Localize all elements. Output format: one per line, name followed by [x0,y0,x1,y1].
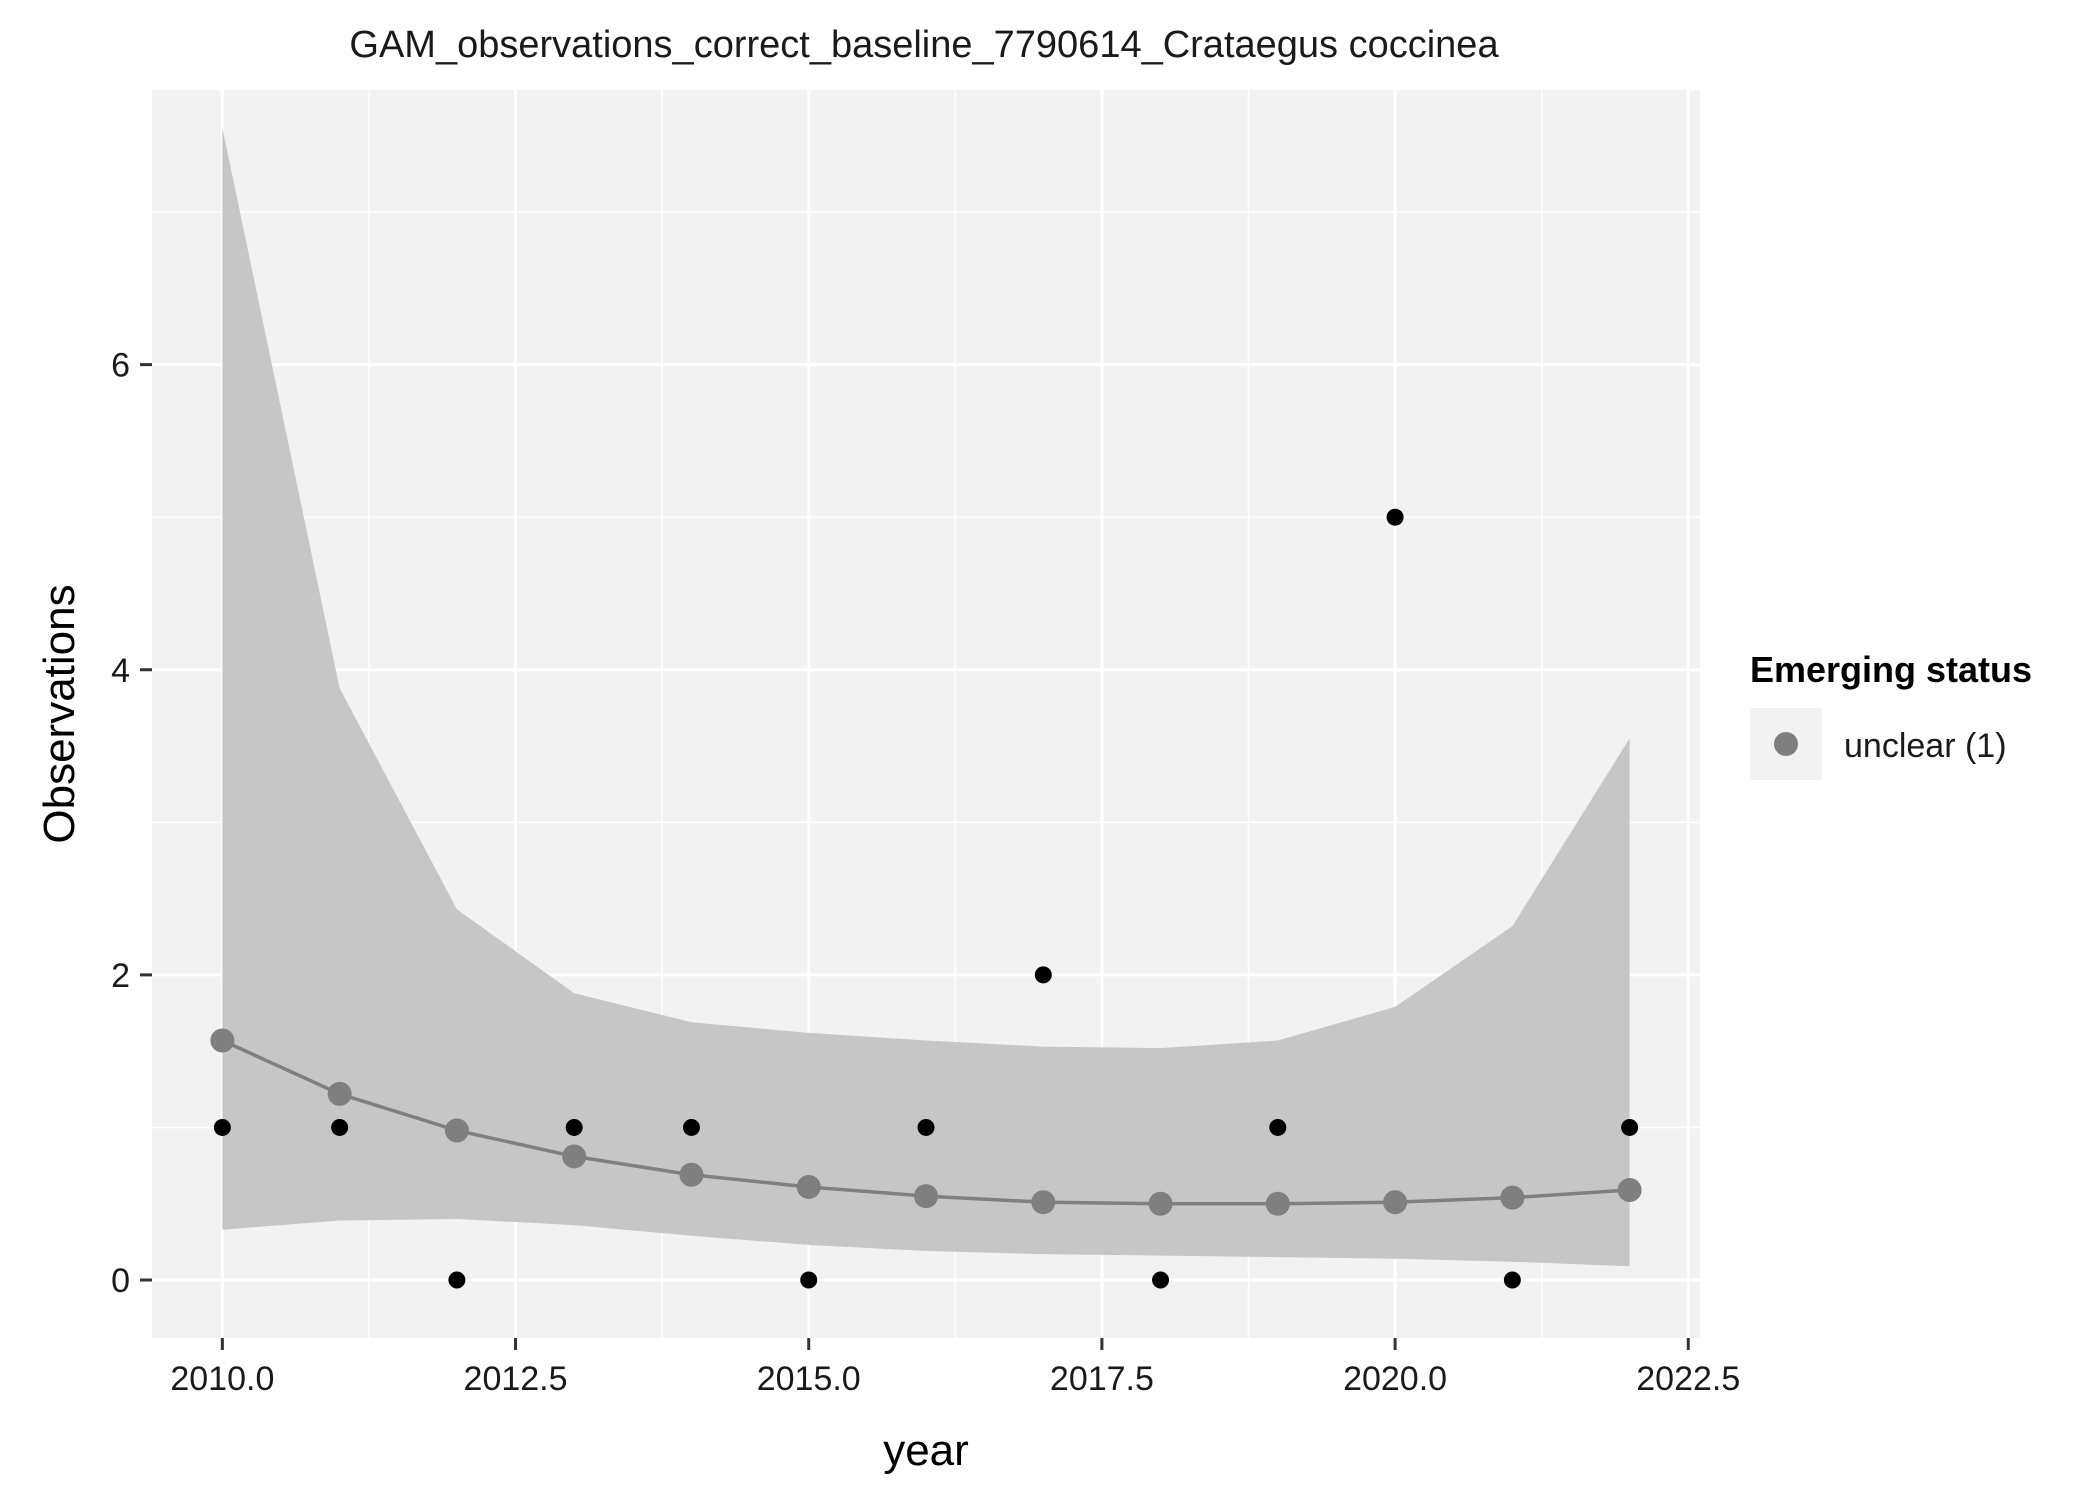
observed-point [682,1118,700,1136]
observed-point [800,1271,818,1289]
fit-point [1383,1190,1408,1215]
fit-point [679,1162,704,1187]
legend: Emerging status unclear (1) [1750,649,2032,780]
y-axis: 0 2 4 6 [111,347,152,1300]
fit-point [796,1174,821,1199]
observed-point [1034,966,1052,984]
x-tick-label: 2022.5 [1636,1360,1740,1398]
x-tick-label: 2012.5 [464,1360,568,1398]
observed-point [1621,1118,1639,1136]
fit-point [1265,1191,1290,1216]
fit-point [914,1184,938,1209]
observed-point [565,1118,583,1136]
observed-point [331,1118,349,1136]
fit-point [327,1081,352,1106]
legend-key-dot [1774,732,1798,756]
x-axis-title: year [883,1426,969,1475]
legend-title: Emerging status [1750,649,2032,690]
x-tick-label: 2010.0 [170,1360,274,1398]
y-axis-title: Observations [35,584,84,843]
observed-point [1503,1271,1521,1289]
y-tick-label: 6 [111,347,130,385]
chart-title: GAM_observations_correct_baseline_779061… [349,24,1499,66]
y-tick-label: 4 [111,652,130,690]
fit-point [1031,1190,1056,1215]
confidence-band [222,128,1630,1267]
y-tick-label: 0 [111,1262,130,1300]
observed-point [917,1118,935,1136]
observed-points-layer [213,508,1639,1289]
legend-label-unclear: unclear (1) [1844,727,2007,765]
x-tick-label: 2015.0 [757,1360,861,1398]
observed-point [1386,508,1404,526]
x-axis: 2010.0 2012.5 2015.0 2017.5 2020.0 2022.5 [170,1338,1740,1398]
fit-point [1500,1185,1525,1210]
fit-point [1617,1178,1642,1203]
observed-point [1269,1118,1287,1136]
fit-point [210,1028,235,1053]
observed-point [448,1271,466,1289]
observed-point [1152,1271,1170,1289]
fit-point [444,1118,469,1143]
x-tick-label: 2017.5 [1050,1360,1154,1398]
fit-line-layer [210,1028,1642,1216]
y-tick-label: 2 [111,957,130,995]
fit-point [562,1144,587,1169]
fit-point [1148,1191,1173,1216]
confidence-band-layer [222,128,1630,1267]
x-tick-label: 2020.0 [1343,1360,1447,1398]
observed-point [213,1118,231,1136]
